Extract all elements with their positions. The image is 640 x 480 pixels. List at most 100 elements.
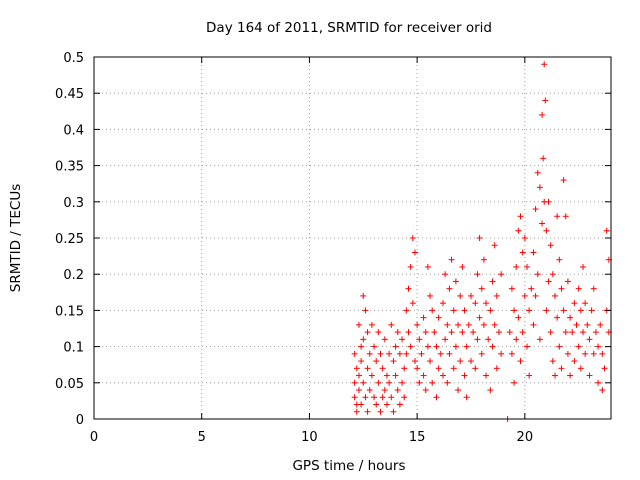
data-point <box>579 263 586 270</box>
data-point <box>534 271 541 278</box>
data-point <box>554 213 561 220</box>
data-point <box>579 329 586 336</box>
data-point <box>480 321 487 328</box>
data-point <box>364 408 371 415</box>
data-point <box>592 329 599 336</box>
y-tick-label: 0.3 <box>63 196 84 211</box>
data-point <box>403 307 410 314</box>
y-tick-label: 0.05 <box>55 377 84 392</box>
data-point <box>411 249 418 256</box>
data-point <box>360 379 367 386</box>
data-point <box>373 358 380 365</box>
data-point <box>463 394 470 401</box>
data-point <box>371 394 378 401</box>
data-point <box>595 379 602 386</box>
data-point <box>530 321 537 328</box>
data-point <box>582 350 589 357</box>
data-point <box>405 285 412 292</box>
data-point <box>480 256 487 263</box>
data-point <box>515 227 522 234</box>
x-axis-label: GPS time / hours <box>292 458 405 474</box>
data-point <box>444 379 451 386</box>
data-point <box>498 350 505 357</box>
data-point <box>362 394 369 401</box>
data-point <box>360 336 367 343</box>
plot-frame <box>93 56 612 420</box>
data-point <box>489 278 496 285</box>
data-point <box>483 372 490 379</box>
data-point <box>368 372 375 379</box>
data-point <box>375 329 382 336</box>
data-point <box>459 329 466 336</box>
y-tick-label: 0.35 <box>55 160 84 175</box>
data-point <box>452 278 459 285</box>
data-point <box>517 358 524 365</box>
data-point <box>405 329 412 336</box>
data-point <box>442 336 449 343</box>
data-point <box>457 292 464 299</box>
data-point <box>517 213 524 220</box>
y-tick-label: 0.45 <box>55 87 84 102</box>
data-point <box>416 336 423 343</box>
data-point <box>584 321 591 328</box>
data-point <box>556 256 563 263</box>
data-point <box>575 343 582 350</box>
data-point <box>442 271 449 278</box>
data-point <box>351 379 358 386</box>
data-point <box>388 321 395 328</box>
y-tick-label: 0.4 <box>63 123 84 138</box>
data-point <box>603 227 610 234</box>
data-point <box>394 387 401 394</box>
data-point <box>588 307 595 314</box>
data-point <box>562 213 569 220</box>
data-point <box>571 358 578 365</box>
data-point <box>386 379 393 386</box>
data-point <box>472 300 479 307</box>
data-point <box>536 184 543 191</box>
data-point <box>599 387 606 394</box>
data-point <box>532 206 539 213</box>
data-point <box>403 350 410 357</box>
data-point <box>424 343 431 350</box>
y-tick-label: 0 <box>76 413 84 428</box>
data-point <box>358 343 365 350</box>
data-point <box>396 350 403 357</box>
axis-ticks: 0 5 10 15 20 0 0.05 0.1 0.15 0.2 0.25 0.3 0.35 0.4 0.4… <box>55 51 611 445</box>
data-point <box>351 350 358 357</box>
data-point <box>414 321 421 328</box>
data-point <box>433 394 440 401</box>
data-point <box>439 300 446 307</box>
data-point <box>571 300 578 307</box>
data-point <box>455 321 462 328</box>
data-point <box>429 307 436 314</box>
data-point <box>366 387 373 394</box>
data-point <box>396 401 403 408</box>
data-point <box>360 292 367 299</box>
data-point <box>526 307 533 314</box>
data-point <box>422 387 429 394</box>
data-point <box>543 227 550 234</box>
data-point <box>465 321 472 328</box>
data-point <box>467 292 474 299</box>
data-point <box>379 365 386 372</box>
data-point <box>459 263 466 270</box>
data-point <box>489 343 496 350</box>
data-point <box>567 314 574 321</box>
data-point <box>373 401 380 408</box>
data-point <box>551 292 558 299</box>
data-point <box>573 321 580 328</box>
data-point <box>457 358 464 365</box>
data-point <box>476 314 483 321</box>
y-axis-label: SRMTID / TECUs <box>8 184 24 292</box>
data-point <box>390 358 397 365</box>
data-point <box>545 198 552 205</box>
data-point <box>519 249 526 256</box>
data-point <box>353 365 360 372</box>
data-point <box>444 321 451 328</box>
data-point <box>439 372 446 379</box>
data-point <box>541 61 548 68</box>
data-point <box>523 263 530 270</box>
data-point <box>448 329 455 336</box>
data-point <box>599 350 606 357</box>
